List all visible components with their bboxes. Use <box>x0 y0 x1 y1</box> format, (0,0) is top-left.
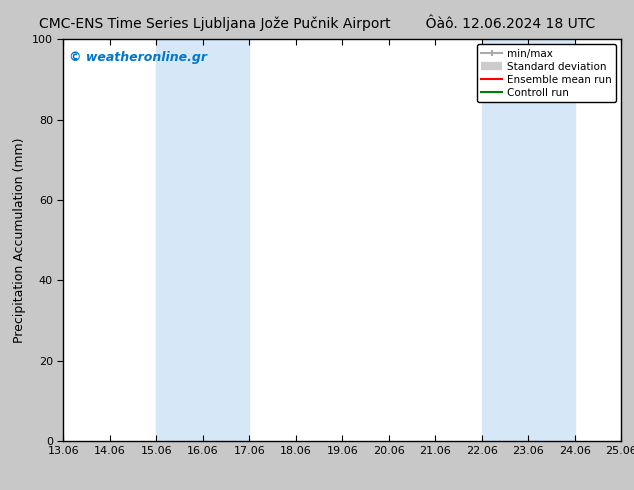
Text: CMC-ENS Time Series Ljubljana Jože Pučnik Airport        Ôàô. 12.06.2024 18 UTC: CMC-ENS Time Series Ljubljana Jože Pučni… <box>39 15 595 31</box>
Bar <box>157 39 249 441</box>
Y-axis label: Precipitation Accumulation (mm): Precipitation Accumulation (mm) <box>13 137 27 343</box>
Bar <box>482 39 575 441</box>
Text: © weatheronline.gr: © weatheronline.gr <box>69 51 207 64</box>
Legend: min/max, Standard deviation, Ensemble mean run, Controll run: min/max, Standard deviation, Ensemble me… <box>477 45 616 102</box>
